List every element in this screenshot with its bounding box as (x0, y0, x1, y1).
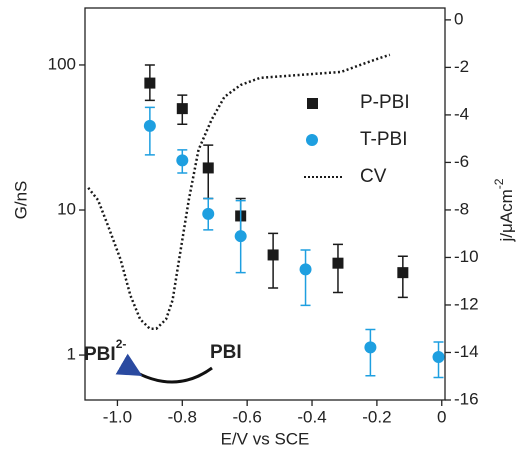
x-tick-label: -0.6 (233, 407, 262, 426)
y2-tick-label: -16 (454, 389, 479, 408)
x-tick-label: -1.0 (103, 407, 132, 426)
y2-tick-label: -8 (454, 199, 469, 218)
y2-tick-label: -2 (454, 57, 469, 76)
square-point (144, 77, 156, 89)
legend-label: T-PBI (360, 129, 408, 150)
square-point (202, 162, 214, 174)
x-axis-label: E/V vs SCE (221, 429, 310, 448)
legend-swatch (307, 98, 318, 109)
square-point (176, 103, 188, 115)
y2-tick-label: 0 (454, 9, 463, 28)
y2-tick-label: -14 (454, 342, 479, 361)
y2-axis-label: j/μAcm-2 (492, 178, 516, 242)
square-point (397, 267, 409, 279)
plot-frame (84, 7, 446, 401)
annotation: PBI2- (84, 337, 126, 365)
circle-point (432, 350, 445, 363)
x-tick-label: -0.4 (297, 407, 326, 426)
y-tick-label: 1 (67, 345, 76, 364)
y2-tick-label: -6 (454, 152, 469, 171)
circle-point (364, 341, 377, 354)
error-bar (300, 249, 311, 307)
circle-point (143, 119, 156, 132)
circle-point (176, 154, 189, 167)
x-tick-label: -0.8 (168, 407, 197, 426)
circle-point (234, 230, 247, 243)
annotation: PBI (210, 342, 242, 363)
y-tick-label: 100 (48, 54, 76, 73)
circle-point (202, 207, 215, 220)
square-point (267, 249, 279, 261)
y-tick-label: 10 (57, 199, 76, 218)
error-bar (268, 232, 279, 289)
x-tick-label: -0.2 (362, 407, 391, 426)
y-axis-label: G/nS (11, 181, 30, 220)
cv-line (87, 53, 391, 330)
y2-tick-label: -10 (454, 247, 479, 266)
legend-label: P-PBI (360, 92, 410, 113)
square-point (332, 257, 344, 269)
legend-label: CV (360, 166, 387, 187)
x-tick-label: 0 (437, 407, 446, 426)
y2-tick-label: -12 (454, 294, 479, 313)
arrow (115, 353, 213, 384)
legend-swatch (306, 134, 318, 146)
circle-point (299, 263, 312, 276)
y2-tick-label: -4 (454, 104, 469, 123)
